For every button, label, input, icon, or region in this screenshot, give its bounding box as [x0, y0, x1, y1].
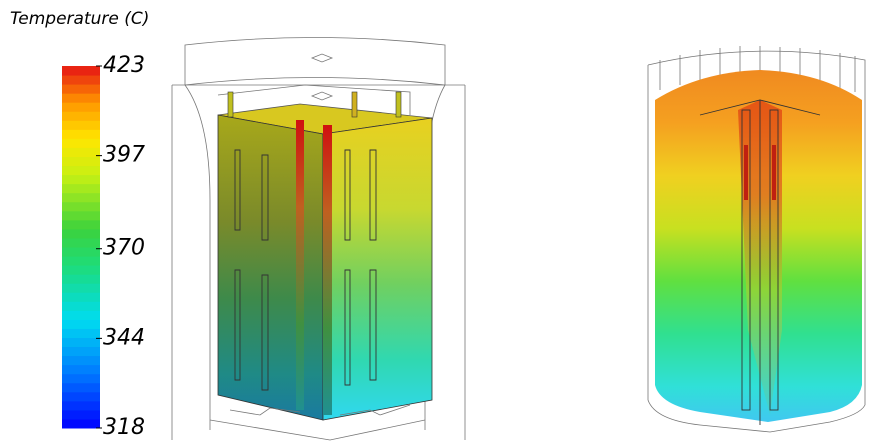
colorbar-band — [62, 392, 100, 402]
right-model — [648, 46, 865, 432]
colorbar-band — [62, 129, 100, 139]
colorbar-band — [62, 211, 100, 221]
colorbar-band — [62, 347, 100, 357]
colorbar-band — [62, 75, 100, 85]
colorbar-ticks: 318 344 370 397 423 — [96, 53, 145, 440]
rod — [296, 120, 304, 410]
colorbar-band — [62, 193, 100, 203]
colorbar-band — [62, 256, 100, 266]
colorbar-band — [62, 419, 100, 429]
colorbar-band — [62, 328, 100, 338]
right-face — [323, 118, 432, 420]
colorbar-band — [62, 147, 100, 157]
colorbar-title: Temperature (C) — [10, 9, 149, 29]
colorbar-band — [62, 84, 100, 94]
tick-label: 318 — [103, 415, 145, 440]
colorbar-band — [62, 401, 100, 411]
colorbar-band — [62, 157, 100, 167]
tick-label: 397 — [103, 143, 145, 168]
colorbar-band — [62, 383, 100, 393]
colorbar-band — [62, 102, 100, 112]
colorbar-band — [62, 338, 100, 348]
rod — [323, 125, 332, 415]
tick-label: 370 — [103, 236, 145, 261]
colorbar-band — [62, 265, 100, 275]
left-model — [172, 38, 465, 441]
figure: Temperature (C) 318 344 370 397 423 — [0, 0, 869, 441]
colorbar-band — [62, 365, 100, 375]
colorbar-band — [62, 292, 100, 302]
colorbar-band — [62, 301, 100, 311]
colorbar-band — [62, 410, 100, 420]
colorbar-band — [62, 93, 100, 103]
colorbar-band — [62, 220, 100, 230]
colorbar-band — [62, 247, 100, 257]
colorbar-band — [62, 374, 100, 384]
colorbar-band — [62, 202, 100, 212]
left-face — [218, 115, 323, 420]
colorbar-band — [62, 166, 100, 176]
colorbar-band — [62, 310, 100, 320]
colorbar-band — [62, 120, 100, 130]
colorbar-band — [62, 238, 100, 248]
colorbar-band — [62, 356, 100, 366]
colorbar-band — [62, 111, 100, 121]
tick-label: 344 — [103, 325, 145, 350]
colorbar-band — [62, 66, 100, 76]
colorbar-band — [62, 283, 100, 293]
colorbar — [62, 66, 100, 429]
colorbar-band — [62, 138, 100, 148]
colorbar-band — [62, 229, 100, 239]
colorbar-band — [62, 319, 100, 329]
tick-label: 423 — [103, 53, 145, 78]
colorbar-band — [62, 175, 100, 185]
colorbar-band — [62, 184, 100, 194]
colorbar-band — [62, 274, 100, 284]
